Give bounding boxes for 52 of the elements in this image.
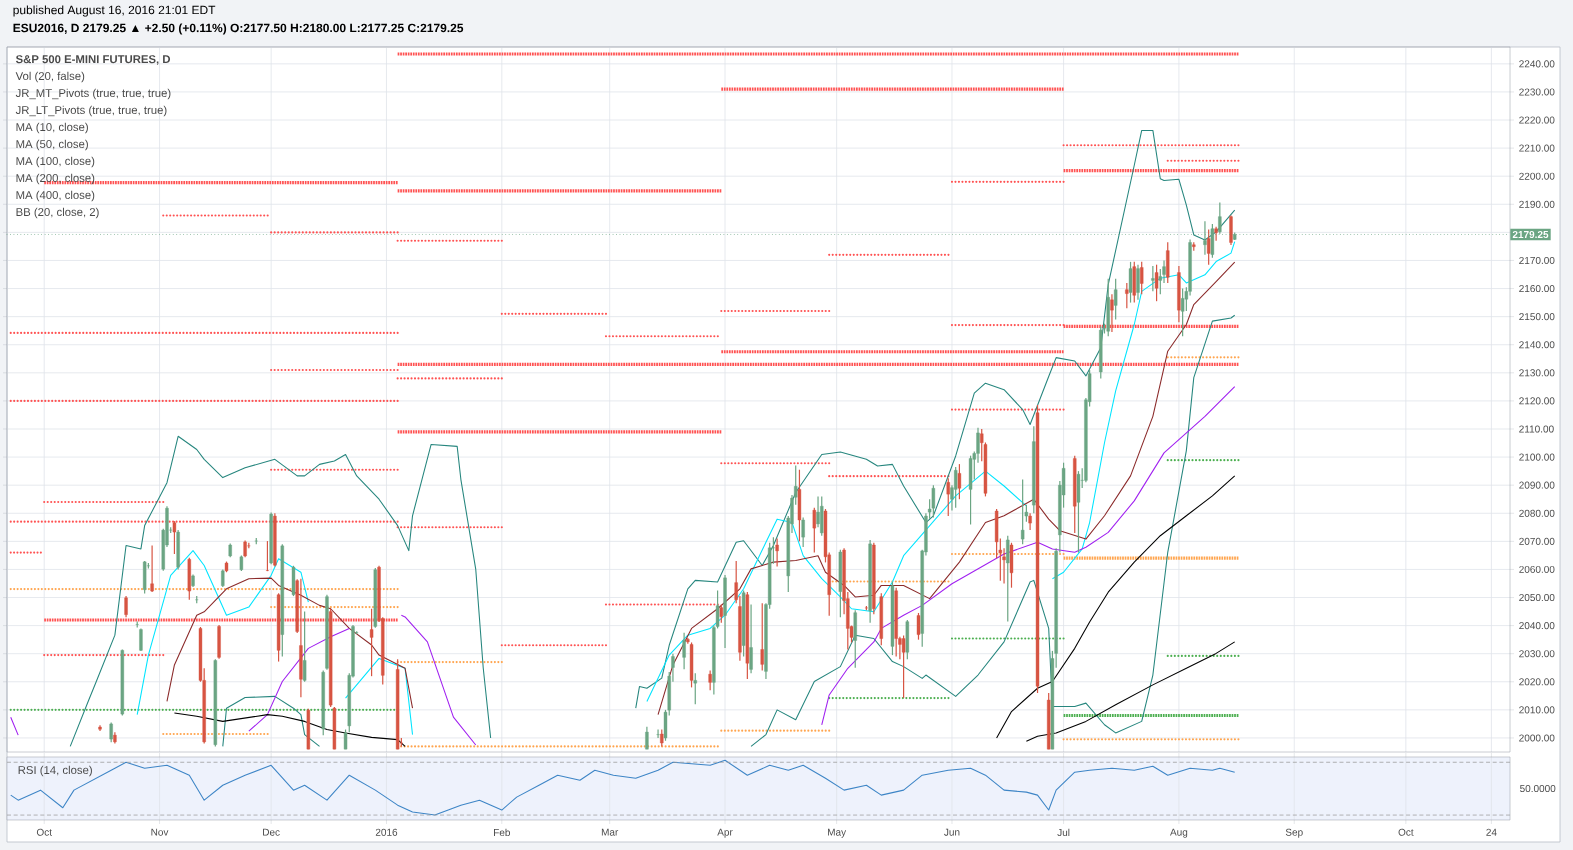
y-tick-label: 2020.00 [1519, 678, 1555, 686]
chart-subtitle: ESU2016, D 2179.25 ▲ +2.50 (+0.11%) O:2177.50 H:2180.00 L:2177.25 C:2179.25 [13, 23, 464, 35]
chart-title: RSI (14, close) [18, 765, 92, 777]
y-tick-label: 2110.00 [1519, 425, 1554, 433]
y-tick-label: 2050.00 [1519, 593, 1555, 602]
x-tick-label: Mar [601, 828, 619, 836]
x-tick-label: Oct [1398, 828, 1414, 836]
y-tick-label: 2230.00 [1519, 88, 1555, 96]
x-tick-label: Dec [263, 828, 280, 836]
annotation: S&P 500 E-MINI FUTURES, D [15, 55, 171, 65]
annotation: MA (400, close) [16, 190, 95, 202]
y-tick-label: 2090.00 [1519, 481, 1555, 489]
x-tick-label: Sep [1285, 828, 1303, 838]
y-tick-label: 2140.00 [1519, 341, 1555, 349]
y-tick-label: 2000.00 [1519, 734, 1555, 742]
y-tick-label: 2100.00 [1519, 453, 1555, 461]
y-tick-label: 2060.00 [1519, 565, 1555, 573]
annotation: BB (20, close, 2) [16, 207, 99, 219]
y-tick-label: 2210.00 [1519, 144, 1555, 152]
y-tick-label: 2200.00 [1519, 172, 1555, 180]
x-tick-label: Aug [1170, 828, 1188, 838]
y-tick-label: 2150.00 [1519, 313, 1555, 321]
y-tick-label: 2080.00 [1519, 509, 1555, 517]
y-tick-label: 2240.00 [1519, 60, 1555, 68]
y-tick-label: 2190.00 [1519, 200, 1555, 208]
y-tick-label: 2040.00 [1519, 622, 1555, 630]
y-tick-label: 2130.00 [1519, 369, 1555, 377]
x-tick-label: Jun [944, 828, 960, 836]
y-tick-label: 2070.00 [1519, 537, 1555, 545]
annotation: JR_LT_Pivots (true, true, true) [15, 105, 167, 117]
x-tick-label: Apr [717, 828, 733, 838]
x-tick-label: Feb [494, 828, 511, 837]
x-tick-label: Jul [1057, 828, 1070, 837]
y-tick-label: 2170.00 [1519, 256, 1555, 265]
y-tick-label: 2160.00 [1519, 285, 1555, 293]
annotation: MA (10, close) [16, 122, 88, 134]
ref-line-label: 2179.25 [1512, 230, 1549, 239]
y-tick-label: 2010.00 [1519, 706, 1555, 714]
x-tick-label: 2016 [375, 828, 398, 836]
y-tick-label: 2120.00 [1519, 397, 1555, 405]
y-tick-label: 2030.00 [1519, 650, 1555, 658]
text: 50.0000 [1520, 784, 1556, 793]
annotation: MA (50, close) [16, 139, 88, 151]
chart-title: published August 16, 2016 21:01 EDT [13, 5, 216, 17]
x-tick-label: Oct [36, 828, 52, 836]
annotation: JR_MT_Pivots (true, true, true) [15, 88, 171, 100]
x-tick-label: May [828, 828, 847, 838]
x-tick-label: Nov [151, 828, 169, 836]
x-tick-label: 24 [1486, 828, 1497, 836]
y-tick-label: 2220.00 [1519, 116, 1555, 124]
annotation: Vol (20, false) [15, 71, 85, 83]
annotation: MA (100, close) [16, 156, 95, 168]
